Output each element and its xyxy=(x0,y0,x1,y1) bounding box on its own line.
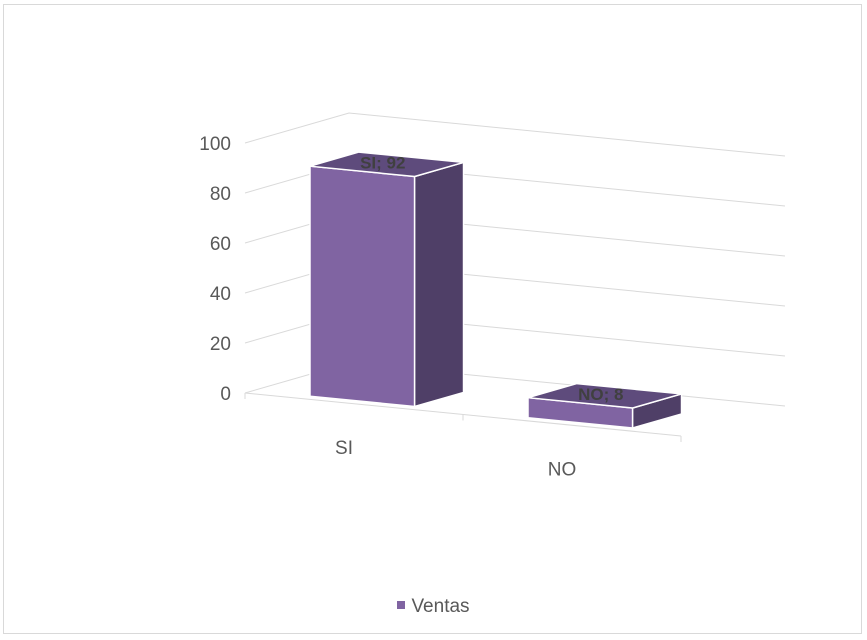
bar-no xyxy=(527,382,683,429)
y-tick-label: 0 xyxy=(220,384,231,405)
bar-side-face xyxy=(413,161,465,408)
y-tick-label: 80 xyxy=(210,184,231,205)
y-tick-label: 100 xyxy=(199,134,231,155)
y-tick-label: 60 xyxy=(210,234,231,255)
data-label: SI; 92 xyxy=(360,153,405,172)
legend-swatch-icon xyxy=(397,600,406,609)
bar-top-face xyxy=(527,382,683,409)
y-tick-label: 40 xyxy=(210,284,231,305)
bar-front-face xyxy=(309,165,416,408)
legend: Ventas xyxy=(0,596,867,618)
bar-top-face xyxy=(309,151,465,178)
category-labels: SI NO xyxy=(335,438,576,481)
bars xyxy=(309,151,683,429)
data-labels: SI; 92 NO; 8 xyxy=(360,153,623,403)
chart-floor xyxy=(244,392,682,442)
x-tick-label: SI xyxy=(335,438,353,459)
legend-label: Ventas xyxy=(411,596,470,617)
data-label: NO; 8 xyxy=(578,385,623,404)
y-axis-ticks: 0 20 40 60 80 100 xyxy=(199,134,231,405)
x-tick-label: NO xyxy=(548,459,577,480)
bar-si xyxy=(309,151,465,408)
y-tick-label: 20 xyxy=(210,334,231,355)
gridline xyxy=(244,112,786,157)
